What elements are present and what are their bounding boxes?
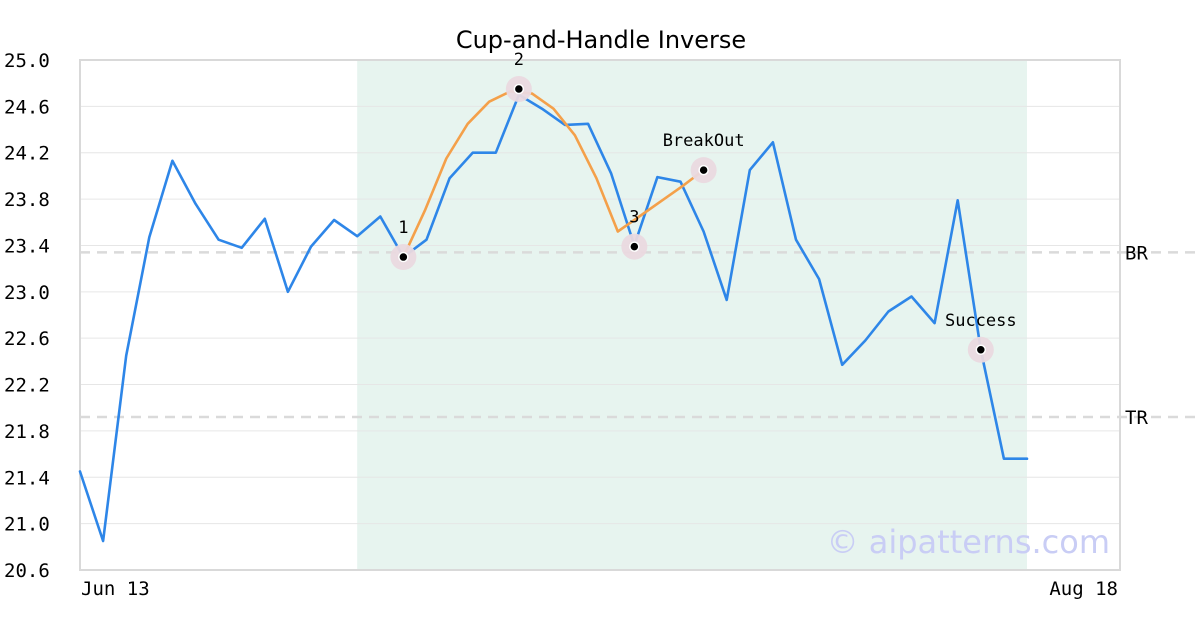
shaded-region	[357, 60, 1027, 570]
series-layer	[78, 90, 1029, 543]
pattern-series-line	[402, 90, 705, 259]
points-layer: 1 2 3 BreakOut Success	[390, 50, 1017, 363]
reference-lines-layer: BR TR	[80, 242, 1200, 429]
y-tick-label-10: 21.0	[4, 514, 50, 536]
watermark: © aipatterns.com	[827, 523, 1110, 561]
y-tick-label-0: 25.0	[4, 50, 50, 72]
shaded-region-layer	[357, 60, 1027, 570]
y-tick-label-6: 22.6	[4, 328, 50, 350]
reference-label-br: BR	[1125, 242, 1148, 264]
point-marker-2	[513, 83, 525, 95]
price-series-line	[78, 93, 1029, 543]
y-tick-label-3: 23.8	[4, 189, 50, 211]
y-tick-label-4: 23.4	[4, 235, 50, 257]
reference-label-tr: TR	[1125, 407, 1148, 429]
y-tick-label-11: 20.6	[4, 560, 50, 582]
y-tick-label-2: 24.2	[4, 143, 50, 165]
point-label-success: Success	[945, 311, 1017, 331]
point-label-1: 1	[398, 218, 408, 238]
y-tick-label-9: 21.4	[4, 467, 50, 489]
y-tick-label-8: 21.8	[4, 421, 50, 443]
point-marker-breakout	[698, 164, 709, 176]
x-tick-label-first: Jun 13	[81, 578, 150, 600]
y-tick-label-7: 22.2	[4, 375, 50, 397]
y-tick-label-5: 23.0	[4, 282, 50, 304]
y-tick-label-1: 24.6	[4, 96, 50, 118]
plot-frame	[79, 59, 1121, 571]
chart-title: Cup-and-Handle Inverse	[456, 26, 746, 54]
point-label-breakout: BreakOut	[663, 131, 745, 151]
y-axis: 25.0 24.6 24.2 23.8 23.4 23.0 22.6 22.2 21.8 21.4…	[4, 50, 50, 582]
point-marker-1	[398, 251, 409, 263]
point-label-2: 2	[514, 50, 524, 70]
point-marker-success	[975, 344, 987, 356]
x-tick-label-last: Aug 18	[1049, 578, 1118, 600]
point-marker-3	[629, 241, 640, 252]
point-label-3: 3	[629, 208, 639, 228]
